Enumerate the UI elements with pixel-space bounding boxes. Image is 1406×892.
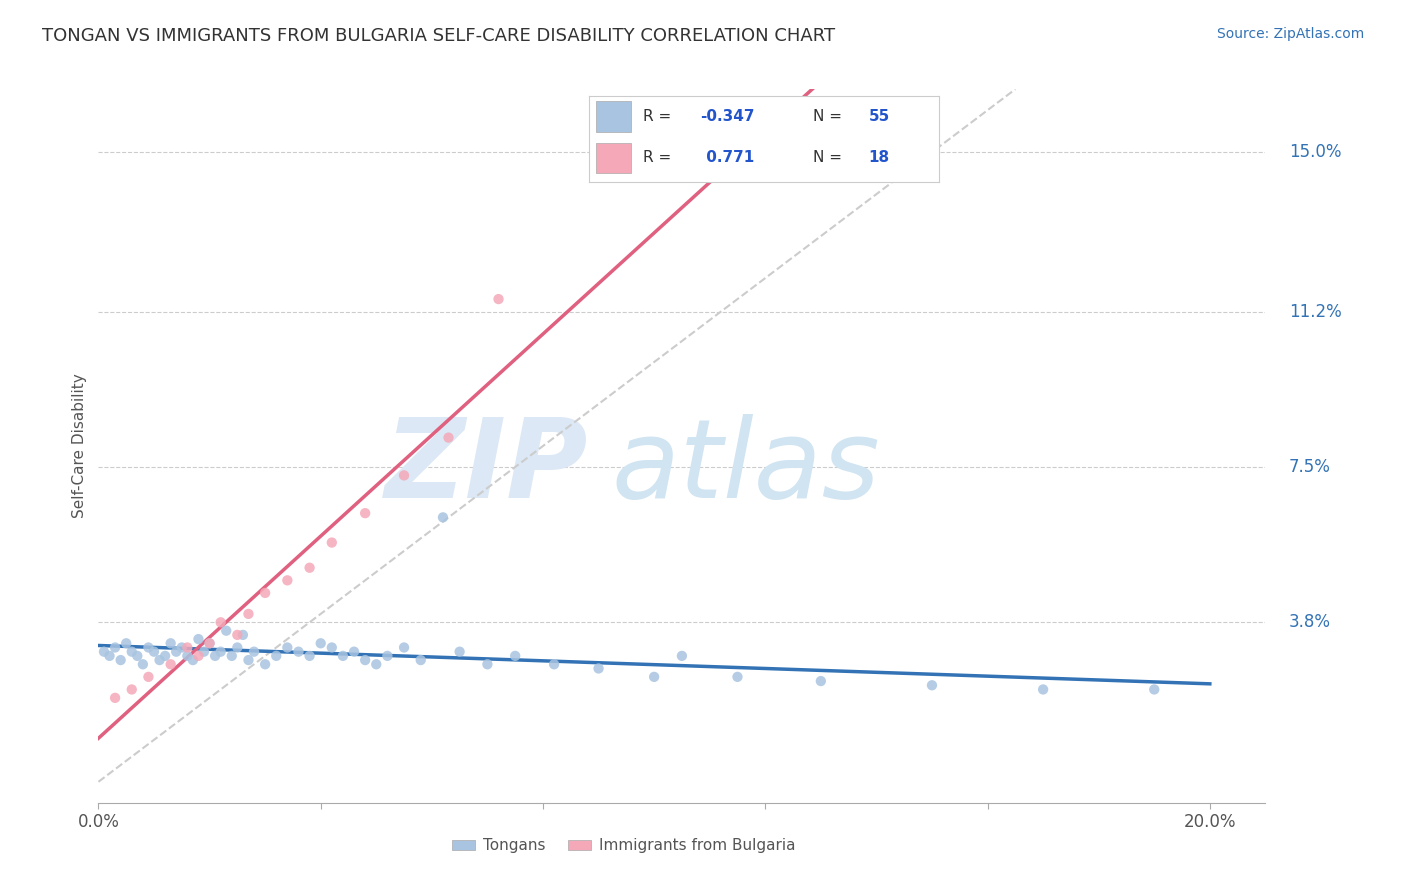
Text: ZIP: ZIP bbox=[385, 414, 589, 521]
Point bbox=[165, 645, 187, 659]
Point bbox=[254, 586, 277, 600]
Point bbox=[148, 653, 170, 667]
Point bbox=[221, 648, 243, 663]
Point bbox=[409, 653, 432, 667]
Text: TONGAN VS IMMIGRANTS FROM BULGARIA SELF-CARE DISABILITY CORRELATION CHART: TONGAN VS IMMIGRANTS FROM BULGARIA SELF-… bbox=[42, 27, 835, 45]
Point bbox=[110, 653, 132, 667]
Point bbox=[181, 653, 204, 667]
Point bbox=[215, 624, 238, 638]
Point bbox=[209, 615, 232, 630]
Point bbox=[127, 648, 149, 663]
Point bbox=[193, 645, 215, 659]
Point bbox=[298, 648, 321, 663]
Point bbox=[198, 636, 221, 650]
Point bbox=[153, 648, 176, 663]
Point bbox=[176, 648, 198, 663]
Point bbox=[287, 645, 309, 659]
Point bbox=[98, 648, 121, 663]
Point bbox=[226, 628, 249, 642]
Point bbox=[432, 510, 454, 524]
Point bbox=[104, 640, 127, 655]
Point bbox=[343, 645, 366, 659]
Point bbox=[264, 648, 287, 663]
Point bbox=[354, 506, 377, 520]
Point bbox=[243, 645, 266, 659]
Text: 3.8%: 3.8% bbox=[1289, 614, 1330, 632]
Text: 7.5%: 7.5% bbox=[1289, 458, 1330, 476]
Point bbox=[437, 431, 460, 445]
Text: atlas: atlas bbox=[612, 414, 880, 521]
Point bbox=[727, 670, 749, 684]
Legend: Tongans, Immigrants from Bulgaria: Tongans, Immigrants from Bulgaria bbox=[446, 832, 801, 859]
Point bbox=[226, 640, 249, 655]
Point bbox=[309, 636, 332, 650]
Point bbox=[321, 640, 343, 655]
Point bbox=[449, 645, 471, 659]
Point bbox=[132, 657, 155, 672]
Point bbox=[276, 574, 298, 588]
Point bbox=[159, 636, 181, 650]
Point bbox=[232, 628, 254, 642]
Point bbox=[121, 645, 143, 659]
Text: Source: ZipAtlas.com: Source: ZipAtlas.com bbox=[1216, 27, 1364, 41]
Point bbox=[121, 682, 143, 697]
Point bbox=[298, 560, 321, 574]
Point bbox=[176, 640, 198, 655]
Point bbox=[392, 640, 415, 655]
Point bbox=[170, 640, 193, 655]
Point bbox=[377, 648, 399, 663]
Point bbox=[488, 292, 510, 306]
Point bbox=[354, 653, 377, 667]
Point bbox=[503, 648, 526, 663]
Point bbox=[143, 645, 166, 659]
Point bbox=[810, 674, 832, 689]
Point bbox=[921, 678, 943, 692]
Point bbox=[115, 636, 138, 650]
Point bbox=[276, 640, 298, 655]
Point bbox=[104, 690, 127, 705]
Point bbox=[254, 657, 277, 672]
Point bbox=[643, 670, 665, 684]
Point bbox=[159, 657, 181, 672]
Point bbox=[332, 648, 354, 663]
Point bbox=[138, 640, 160, 655]
Point bbox=[187, 648, 209, 663]
Text: 11.2%: 11.2% bbox=[1289, 302, 1341, 321]
Point bbox=[588, 661, 610, 675]
Point bbox=[209, 645, 232, 659]
Point bbox=[392, 468, 415, 483]
Point bbox=[477, 657, 499, 672]
Y-axis label: Self-Care Disability: Self-Care Disability bbox=[72, 374, 87, 518]
Point bbox=[238, 607, 260, 621]
Point bbox=[198, 636, 221, 650]
Point bbox=[1143, 682, 1166, 697]
Point bbox=[238, 653, 260, 667]
Point bbox=[321, 535, 343, 549]
Point bbox=[366, 657, 388, 672]
Point bbox=[138, 670, 160, 684]
Point bbox=[204, 648, 226, 663]
Point bbox=[671, 648, 693, 663]
Point bbox=[1032, 682, 1054, 697]
Point bbox=[187, 632, 209, 646]
Point bbox=[543, 657, 565, 672]
Text: 15.0%: 15.0% bbox=[1289, 143, 1341, 161]
Point bbox=[93, 645, 115, 659]
